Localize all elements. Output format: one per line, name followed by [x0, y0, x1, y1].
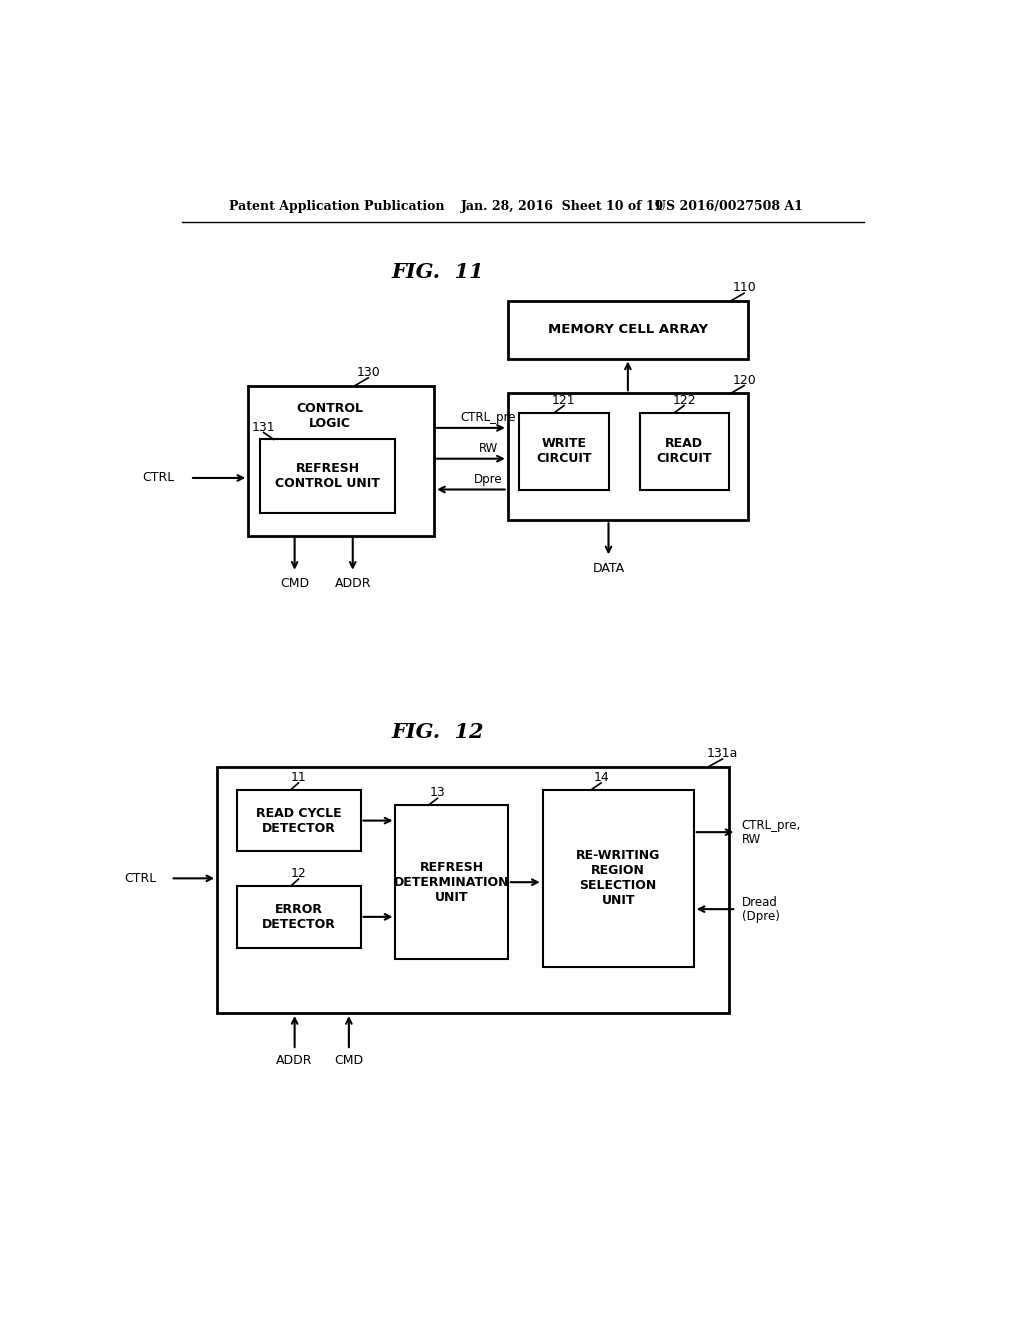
Text: Dread: Dread — [741, 896, 777, 908]
Text: Dpre: Dpre — [474, 473, 503, 486]
Text: DATA: DATA — [593, 561, 625, 574]
Bar — [237, 789, 360, 851]
Bar — [395, 805, 508, 960]
Text: CTRL: CTRL — [142, 471, 174, 484]
Bar — [217, 767, 729, 1014]
Text: US 2016/0027508 A1: US 2016/0027508 A1 — [655, 199, 803, 213]
Text: ADDR: ADDR — [276, 1055, 313, 1068]
Bar — [260, 440, 395, 512]
Text: 11: 11 — [291, 771, 306, 784]
Bar — [519, 412, 608, 490]
Text: RW: RW — [741, 833, 761, 846]
Text: WRITE
CIRCUIT: WRITE CIRCUIT — [537, 437, 592, 465]
Text: CONTROL
LOGIC: CONTROL LOGIC — [296, 403, 362, 430]
Text: 121: 121 — [552, 393, 575, 407]
Text: 131a: 131a — [707, 747, 738, 760]
Text: READ
CIRCUIT: READ CIRCUIT — [656, 437, 712, 465]
Text: 13: 13 — [430, 787, 445, 800]
Bar — [248, 385, 434, 536]
Bar — [237, 886, 360, 948]
Text: 131: 131 — [252, 421, 275, 434]
Text: CTRL: CTRL — [125, 871, 157, 884]
Text: 110: 110 — [732, 281, 756, 294]
Text: CTRL_pre,: CTRL_pre, — [741, 818, 801, 832]
Text: CMD: CMD — [280, 577, 309, 590]
Text: ERROR
DETECTOR: ERROR DETECTOR — [261, 903, 336, 931]
Text: RW: RW — [479, 442, 498, 455]
Text: (Dpre): (Dpre) — [741, 909, 779, 923]
Bar — [508, 301, 748, 359]
Text: RE-WRITING
REGION
SELECTION
UNIT: RE-WRITING REGION SELECTION UNIT — [575, 849, 660, 907]
Bar — [640, 412, 729, 490]
Text: MEMORY CELL ARRAY: MEMORY CELL ARRAY — [548, 323, 708, 337]
Text: 12: 12 — [291, 867, 306, 880]
Text: Jan. 28, 2016  Sheet 10 of 19: Jan. 28, 2016 Sheet 10 of 19 — [461, 199, 665, 213]
Text: READ CYCLE
DETECTOR: READ CYCLE DETECTOR — [256, 807, 341, 834]
Text: REFRESH
CONTROL UNIT: REFRESH CONTROL UNIT — [275, 462, 380, 490]
Text: ADDR: ADDR — [335, 577, 371, 590]
Text: 14: 14 — [593, 771, 609, 784]
Bar — [508, 393, 748, 520]
Text: 130: 130 — [356, 366, 380, 379]
Text: CMD: CMD — [334, 1055, 364, 1068]
Bar — [543, 789, 693, 966]
Text: 120: 120 — [732, 374, 756, 387]
Text: FIG.  11: FIG. 11 — [392, 263, 484, 282]
Text: REFRESH
DETERMINATION
UNIT: REFRESH DETERMINATION UNIT — [394, 861, 509, 904]
Text: Patent Application Publication: Patent Application Publication — [228, 199, 444, 213]
Text: FIG.  12: FIG. 12 — [392, 722, 484, 742]
Text: CTRL_pre: CTRL_pre — [461, 412, 516, 425]
Text: 122: 122 — [672, 393, 696, 407]
